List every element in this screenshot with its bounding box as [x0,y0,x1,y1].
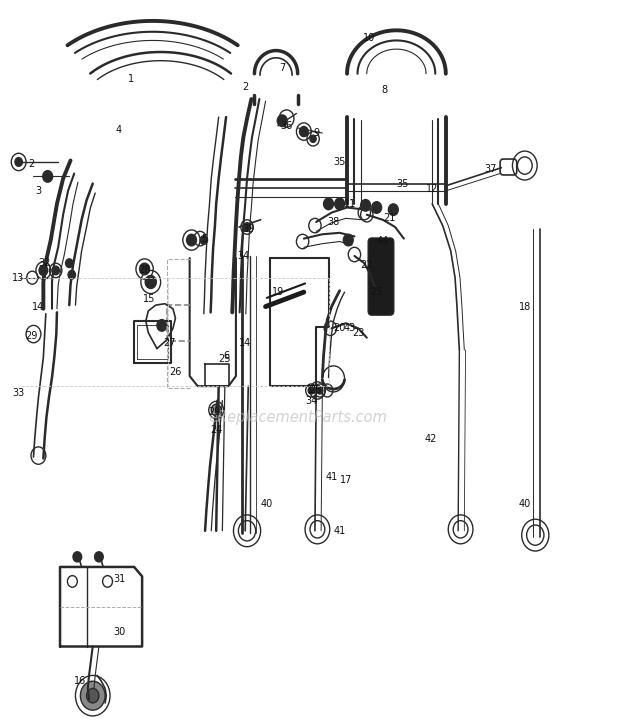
Text: 40: 40 [260,499,273,509]
Text: 22: 22 [361,261,373,270]
Text: 24: 24 [210,425,223,435]
Circle shape [87,688,99,703]
Circle shape [200,236,208,245]
Text: 11: 11 [344,199,356,209]
Text: 4: 4 [115,125,122,135]
Text: 37: 37 [484,164,497,174]
Text: 41: 41 [326,473,338,482]
Text: 35: 35 [334,157,346,167]
Text: 17: 17 [307,386,319,396]
Text: 32: 32 [38,258,51,268]
Text: 2: 2 [28,159,34,169]
Text: 16: 16 [74,676,87,686]
Text: 2: 2 [242,82,249,91]
Text: 40: 40 [519,499,531,509]
Circle shape [68,270,76,279]
Text: eReplacementParts.com: eReplacementParts.com [208,409,387,425]
Text: 29: 29 [25,330,37,340]
Text: 25: 25 [219,354,231,364]
Circle shape [187,234,197,246]
Text: 25: 25 [370,287,383,297]
Text: 30: 30 [114,627,126,637]
Text: 14: 14 [239,338,251,348]
Circle shape [372,202,381,213]
Text: 8: 8 [381,85,387,94]
Circle shape [73,552,82,562]
Circle shape [310,135,316,142]
Circle shape [277,115,287,126]
Text: 6: 6 [224,351,230,361]
Text: 34: 34 [305,396,317,406]
Text: 28: 28 [138,266,151,275]
Circle shape [361,200,371,211]
Text: 43: 43 [344,323,356,333]
Text: 17: 17 [340,475,352,485]
Circle shape [15,158,22,166]
Circle shape [39,266,48,275]
Text: 7: 7 [279,63,285,73]
Text: 20: 20 [334,323,346,333]
Circle shape [335,198,345,210]
Circle shape [324,198,334,210]
Text: 29: 29 [208,407,221,417]
Circle shape [81,681,105,710]
Text: 34: 34 [237,251,249,261]
Text: 13: 13 [12,273,24,282]
Circle shape [140,264,149,274]
Circle shape [95,552,104,562]
Text: 23: 23 [352,327,365,338]
Circle shape [299,126,308,136]
Text: 26: 26 [309,386,321,396]
Circle shape [145,275,156,288]
Text: 10: 10 [363,33,374,43]
Text: 3: 3 [35,186,42,196]
Circle shape [66,259,73,268]
Text: 5: 5 [201,234,207,244]
Text: 9: 9 [313,128,319,138]
Text: 21: 21 [383,213,395,224]
Text: 36: 36 [280,121,293,131]
Text: 33: 33 [12,388,25,399]
Text: 38: 38 [327,217,340,227]
Circle shape [43,171,53,182]
Text: 35: 35 [396,179,409,189]
FancyBboxPatch shape [368,238,394,315]
Text: 41: 41 [334,526,346,536]
Text: 27: 27 [163,338,175,348]
Circle shape [52,266,60,274]
Circle shape [317,387,323,394]
Text: 1: 1 [128,74,134,83]
Text: 14: 14 [32,301,45,311]
Circle shape [243,223,250,232]
Text: 19: 19 [272,287,284,297]
Text: 31: 31 [114,574,126,584]
Text: 44: 44 [377,237,389,247]
Text: 15: 15 [143,294,156,304]
Text: 12: 12 [426,184,438,195]
Text: 18: 18 [519,301,531,311]
Text: 39: 39 [242,224,254,234]
Text: 26: 26 [169,367,182,377]
Circle shape [388,204,398,216]
Circle shape [308,387,314,394]
Text: 42: 42 [424,434,436,444]
Circle shape [343,234,353,246]
Circle shape [211,404,221,416]
Circle shape [157,319,167,331]
